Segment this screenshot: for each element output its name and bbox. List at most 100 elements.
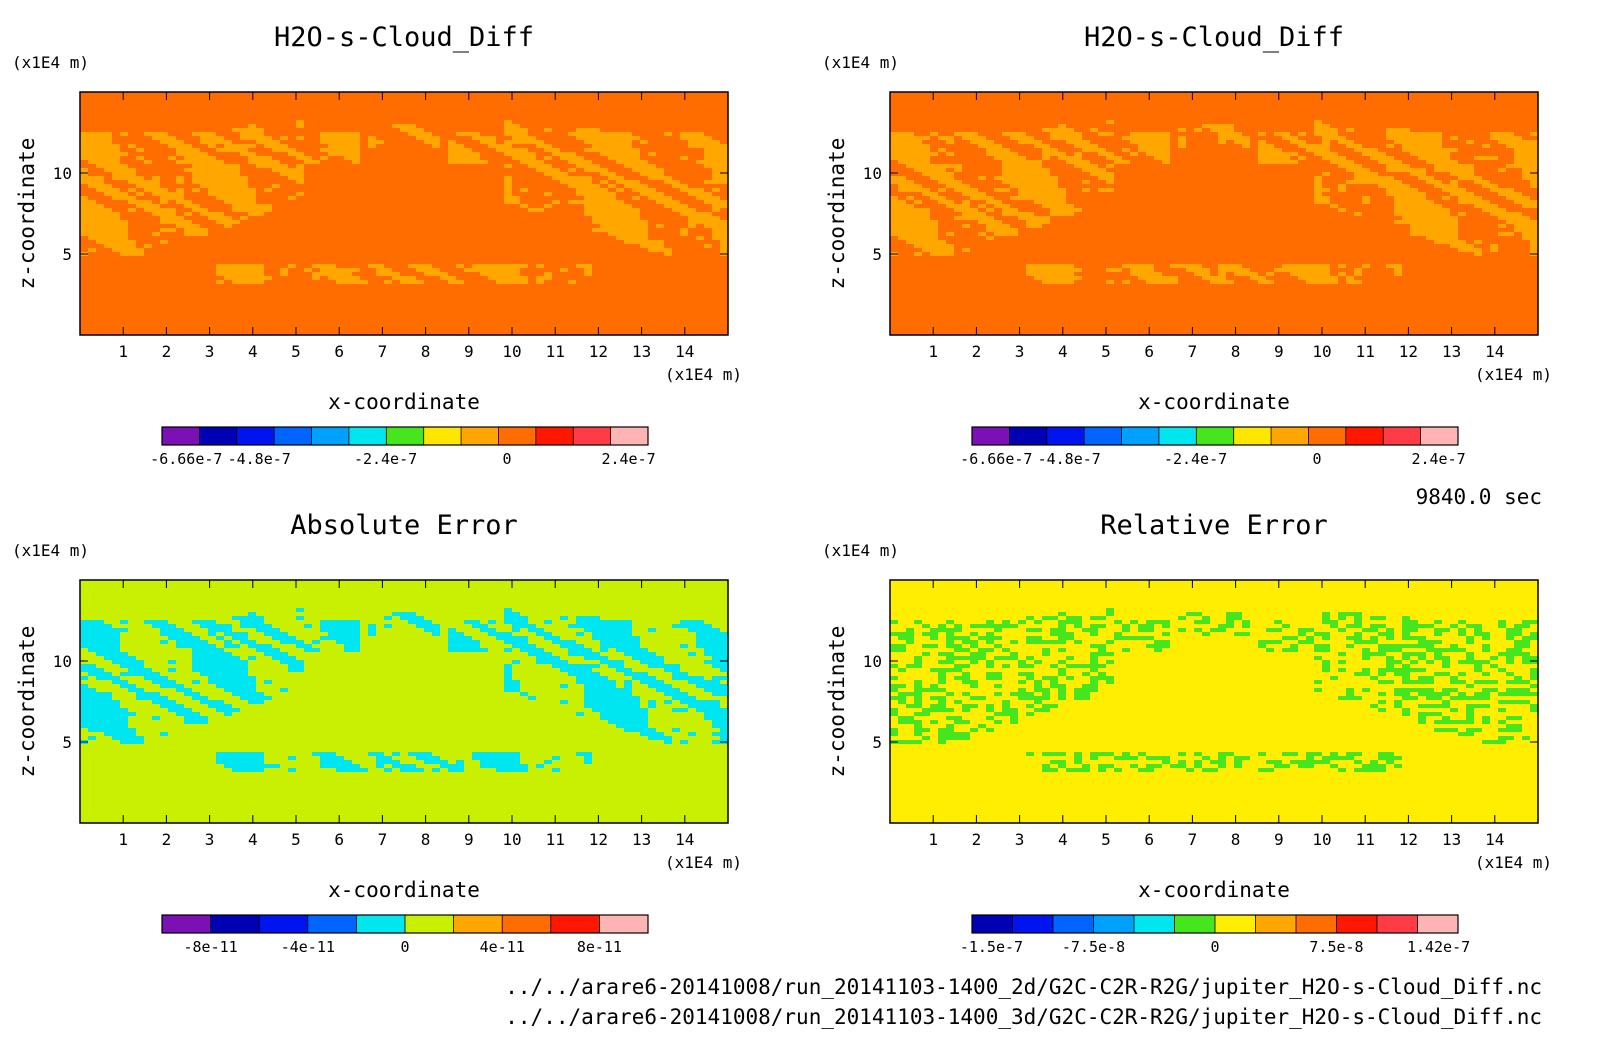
x-tick-label: 8 <box>421 342 431 361</box>
y-axis-label: z-coordinate <box>15 138 39 290</box>
y-unit-label: (x1E4 m) <box>12 53 89 72</box>
x-tick-label: 6 <box>1144 342 1154 361</box>
colorbar-swatch <box>1271 427 1309 445</box>
x-tick-label: 1 <box>118 830 128 849</box>
colorbar-swatch <box>1158 427 1197 445</box>
colorbar-swatch <box>311 427 350 445</box>
panel-title: H2O-s-Cloud_Diff <box>1084 22 1344 53</box>
x-tick-label: 12 <box>589 830 608 849</box>
y-unit-label: (x1E4 m) <box>822 541 899 560</box>
colorbar-label: -4e-11 <box>281 938 335 956</box>
colorbar-label: 0 <box>400 938 409 956</box>
plot-frame <box>889 91 1539 336</box>
x-tick-label: 1 <box>928 342 938 361</box>
colorbar-swatch <box>210 915 260 933</box>
x-tick-label: 11 <box>546 830 565 849</box>
x-tick-label: 5 <box>291 830 301 849</box>
y-tick-label: 10 <box>863 164 882 183</box>
x-tick-label: 14 <box>1485 830 1504 849</box>
colorbar-swatch <box>348 427 387 445</box>
x-tick-label: 13 <box>632 342 651 361</box>
field-pattern <box>80 608 728 772</box>
colorbar-label: 0 <box>503 450 512 468</box>
x-tick-label: 2 <box>972 830 982 849</box>
colorbar-swatch <box>356 915 406 933</box>
y-tick-label: 5 <box>62 245 72 264</box>
colorbar-swatch <box>1417 915 1459 933</box>
colorbar-swatch <box>1255 915 1297 933</box>
x-tick-label: 8 <box>421 830 431 849</box>
colorbar-swatch <box>274 427 313 445</box>
colorbar-swatch <box>550 915 600 933</box>
panel-1: H2O-s-Cloud_Diff(x1E4 m)1 2 3 4 5 6 7 8 9 10 11 12 1… <box>822 22 1552 468</box>
x-tick-label: 6 <box>334 830 344 849</box>
x-tick-label: 3 <box>205 830 215 849</box>
x-tick-label: 12 <box>589 342 608 361</box>
colorbar-swatch <box>162 915 212 933</box>
x-tick-label: 14 <box>675 342 694 361</box>
field-pattern <box>80 120 728 284</box>
colorbar-swatch <box>972 427 1010 445</box>
colorbar: -8e-11 -4e-11 0 4e-11 8e-11 <box>161 914 649 956</box>
colorbar-swatch <box>405 915 455 933</box>
x-axis-label: x-coordinate <box>1138 878 1290 902</box>
y-tick-label: 5 <box>872 245 882 264</box>
colorbar-swatch <box>1134 915 1175 933</box>
colorbar-swatch <box>1012 915 1054 933</box>
file-path-1: ../../arare6-20141008/run_20141103-1400_… <box>505 1005 1542 1029</box>
colorbar-label: -8e-11 <box>184 938 238 956</box>
panel-title: Absolute Error <box>290 510 518 541</box>
colorbar-label: 0 <box>1313 450 1322 468</box>
x-tick-label: 4 <box>1058 342 1068 361</box>
x-tick-label: 7 <box>1188 342 1198 361</box>
x-tick-label: 2 <box>162 830 172 849</box>
colorbar-swatch <box>1296 915 1337 933</box>
x-tick-label: 10 <box>502 342 521 361</box>
x-tick-label: 4 <box>248 830 258 849</box>
colorbar-swatch <box>1336 915 1378 933</box>
y-unit-label: (x1E4 m) <box>822 53 899 72</box>
colorbar-swatch <box>1233 427 1272 445</box>
colorbar-label: -2.4e-7 <box>1164 450 1227 468</box>
x-tick-label: 7 <box>378 830 388 849</box>
colorbar: -1.5e-7 -7.5e-8 0 7.5e-8 1.42e-7 <box>960 914 1470 956</box>
x-tick-label: 7 <box>1188 830 1198 849</box>
colorbar-swatch <box>1084 427 1123 445</box>
field-background <box>890 580 1538 823</box>
colorbar-label: 1.42e-7 <box>1407 938 1470 956</box>
colorbar: -6.66e-7 -4.8e-7 -2.4e-7 0 2.4e-7 <box>150 426 656 468</box>
x-tick-label: 5 <box>1101 342 1111 361</box>
colorbar-swatch <box>1053 915 1094 933</box>
y-axis-label: z-coordinate <box>15 626 39 778</box>
colorbar-swatch <box>1383 427 1422 445</box>
y-tick-label: 5 <box>872 733 882 752</box>
colorbar-swatch <box>535 427 574 445</box>
colorbar-swatch <box>502 915 552 933</box>
x-tick-label: 1 <box>928 830 938 849</box>
colorbar-label: 0 <box>1210 938 1219 956</box>
x-tick-label: 13 <box>1442 342 1461 361</box>
colorbar-swatch <box>1121 427 1160 445</box>
colorbar-swatch <box>610 427 649 445</box>
colorbar-swatch <box>573 427 612 445</box>
x-tick-label: 1 <box>118 342 128 361</box>
colorbar-swatch <box>498 427 537 445</box>
x-tick-label: 13 <box>632 830 651 849</box>
x-tick-label: 9 <box>1274 830 1284 849</box>
x-tick-label: 14 <box>675 830 694 849</box>
x-tick-label: 5 <box>291 342 301 361</box>
panel-title: Relative Error <box>1100 510 1328 541</box>
x-tick-label: 10 <box>1312 342 1331 361</box>
colorbar-swatch <box>453 915 503 933</box>
plot-frame <box>79 579 729 824</box>
colorbar-swatch <box>423 427 462 445</box>
time-label: 9840.0 sec <box>1416 485 1542 509</box>
x-tick-label: 11 <box>1356 830 1375 849</box>
x-unit-label: (x1E4 m) <box>1475 365 1552 384</box>
colorbar-label: -1.5e-7 <box>960 938 1023 956</box>
x-tick-label: 3 <box>1015 342 1025 361</box>
panel-0: H2O-s-Cloud_Diff(x1E4 m)1 2 3 4 5 6 7 8 9 10 11 12 1… <box>12 22 742 468</box>
colorbar-label: -6.66e-7 <box>960 450 1032 468</box>
x-tick-label: 7 <box>378 342 388 361</box>
plot-frame <box>889 579 1539 824</box>
